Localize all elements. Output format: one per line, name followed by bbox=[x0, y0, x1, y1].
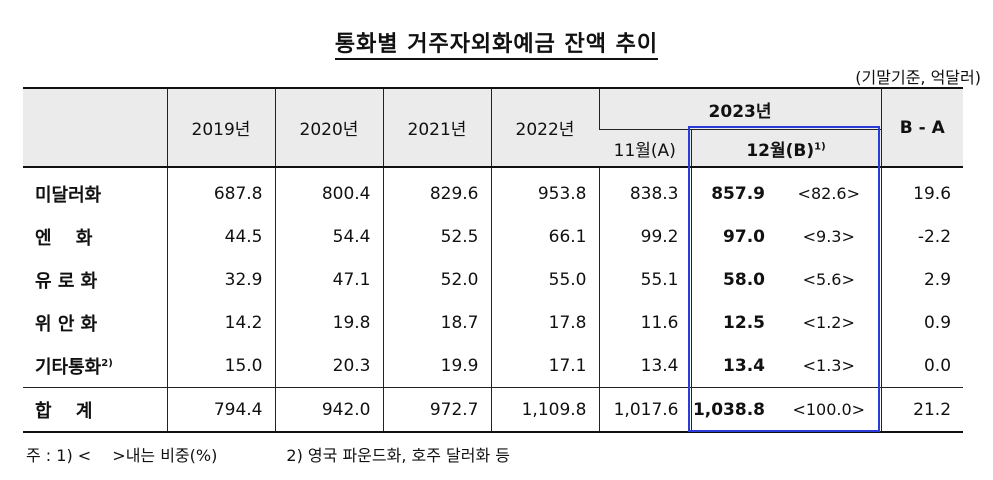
value-cell: 1,109.8 bbox=[490, 387, 599, 433]
value-cell: 942.0 bbox=[274, 387, 383, 433]
diff-cell: 0.9 bbox=[880, 301, 964, 344]
value-cell: 55.0 bbox=[490, 258, 599, 301]
value-cell: 19.9 bbox=[382, 344, 491, 388]
diff-cell: 2.9 bbox=[880, 258, 964, 301]
value-cell: 11.6 bbox=[598, 301, 691, 344]
row-label-text: 합 계 bbox=[35, 400, 93, 422]
value-cell: 14.2 bbox=[166, 301, 275, 344]
diff-cell: 0.0 bbox=[880, 344, 964, 388]
value-cell: 52.5 bbox=[382, 215, 491, 258]
value-cell: 1,038.8 bbox=[690, 387, 777, 433]
row-label: 미달러화 bbox=[23, 167, 167, 215]
value-cell: 838.3 bbox=[598, 167, 691, 215]
row-label-text: 유 로 화 bbox=[35, 270, 98, 292]
value-cell: 18.7 bbox=[382, 301, 491, 344]
value-cell: 794.4 bbox=[166, 387, 275, 433]
value-cell: 972.7 bbox=[382, 387, 491, 433]
table-row: 유 로 화 32.9 47.1 52.0 55.0 55.1 58.0 <5.6> 2.9 bbox=[23, 258, 964, 301]
diff-cell: -2.2 bbox=[880, 215, 964, 258]
value-cell: 54.4 bbox=[274, 215, 383, 258]
header-year-2019: 2019년 bbox=[166, 87, 275, 168]
header-dec-footnote: 1) bbox=[814, 140, 826, 152]
header-row-2: 11월(A) 12월(B)1) bbox=[23, 129, 963, 168]
diff-cell: 19.6 bbox=[880, 167, 964, 215]
header-year-2022: 2022년 bbox=[490, 87, 599, 168]
share-cell: <82.6> bbox=[797, 184, 860, 203]
table-row: 미달러화 687.8 800.4 829.6 953.8 838.3 857.9 <82.6>… bbox=[23, 167, 964, 215]
row-label-text: 엔 화 bbox=[35, 227, 93, 249]
row-label: 기타통화2) bbox=[23, 344, 167, 388]
table-row: 기타통화2) 15.0 20.3 19.9 17.1 13.4 13.4 <1.3> 0.0 bbox=[23, 344, 964, 388]
header-row-1: 2019년 2020년 2021년 2022년 2023년 B - A bbox=[23, 87, 964, 168]
value-cell: 13.4 bbox=[598, 344, 691, 388]
share-cell: <1.2> bbox=[802, 313, 855, 332]
diff-cell: 21.2 bbox=[880, 387, 964, 433]
header-dec: 12월(B)1) bbox=[690, 129, 882, 168]
header-year-2020: 2020년 bbox=[274, 87, 383, 168]
value-cell: 17.8 bbox=[490, 301, 599, 344]
share-cell: <9.3> bbox=[802, 227, 855, 246]
page-title: 통화별 거주자외화예금 잔액 추이 bbox=[0, 26, 993, 60]
unit-note: (기말기준, 억달러) bbox=[855, 68, 981, 87]
value-cell: 13.4 bbox=[690, 344, 777, 388]
value-cell: 953.8 bbox=[490, 167, 599, 215]
row-label-text: 미달러화 bbox=[35, 184, 102, 206]
value-cell: 857.9 bbox=[690, 167, 777, 215]
header-year-2021: 2021년 bbox=[382, 87, 491, 168]
value-cell: 829.6 bbox=[382, 167, 491, 215]
share-cell: <100.0> bbox=[777, 387, 882, 433]
value-cell: 44.5 bbox=[166, 215, 275, 258]
value-cell: 58.0 bbox=[690, 258, 777, 301]
title-text: 통화별 거주자외화예금 잔액 추이 bbox=[334, 32, 659, 60]
row-label: 합 계 bbox=[23, 387, 167, 433]
table-body: 미달러화 687.8 800.4 829.6 953.8 838.3 857.9 <82.6>… bbox=[23, 167, 964, 433]
header-nov: 11월(A) bbox=[599, 129, 691, 168]
value-cell: 52.0 bbox=[382, 258, 491, 301]
row-label: 엔 화 bbox=[23, 215, 167, 258]
footnote: 주 : 1) < >내는 비중(%) 2) 영국 파운드화, 호주 달러화 등 bbox=[26, 446, 511, 465]
value-cell: 12.5 bbox=[690, 301, 777, 344]
header-diff: B - A bbox=[880, 87, 964, 168]
table-row: 엔 화 44.5 54.4 52.5 66.1 99.2 97.0 <9.3> -2.2 bbox=[23, 215, 964, 258]
value-cell: 19.8 bbox=[274, 301, 383, 344]
total-row: 합 계 794.4 942.0 972.7 1,109.8 1,017.6 1,038.8 <… bbox=[23, 387, 964, 433]
share-cell: <1.3> bbox=[802, 356, 855, 375]
value-cell: 97.0 bbox=[690, 215, 777, 258]
value-cell: 15.0 bbox=[166, 344, 275, 388]
header-dec-label: 12월(B) bbox=[746, 140, 815, 161]
value-cell: 32.9 bbox=[166, 258, 275, 301]
row-label: 위 안 화 bbox=[23, 301, 167, 344]
row-label-text: 기타통화 bbox=[35, 356, 102, 378]
value-cell: 99.2 bbox=[598, 215, 691, 258]
value-cell: 17.1 bbox=[490, 344, 599, 388]
table-row: 위 안 화 14.2 19.8 18.7 17.8 11.6 12.5 <1.2> 0.9 bbox=[23, 301, 964, 344]
value-cell: 55.1 bbox=[598, 258, 691, 301]
value-cell: 47.1 bbox=[274, 258, 383, 301]
value-cell: 1,017.6 bbox=[598, 387, 691, 433]
header-blank bbox=[23, 87, 167, 168]
share-cell: <5.6> bbox=[802, 270, 855, 289]
row-label-footnote: 2) bbox=[101, 357, 113, 369]
header-year-2023: 2023년 bbox=[598, 87, 882, 130]
balance-table: 2019년 2020년 2021년 2022년 2023년 B - A 11월(… bbox=[23, 87, 964, 433]
row-label: 유 로 화 bbox=[23, 258, 167, 301]
value-cell: 687.8 bbox=[166, 167, 275, 215]
value-cell: 66.1 bbox=[490, 215, 599, 258]
value-cell: 800.4 bbox=[274, 167, 383, 215]
row-label-text: 위 안 화 bbox=[35, 313, 98, 335]
value-cell: 20.3 bbox=[274, 344, 383, 388]
